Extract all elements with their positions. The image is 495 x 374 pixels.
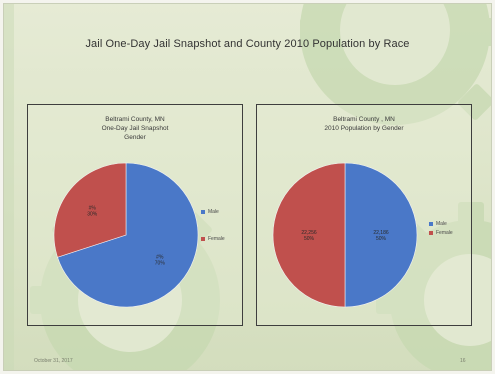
pie-slice-female — [53, 162, 127, 258]
pie-chart-svg: #% 70% #% 30% — [53, 162, 199, 308]
chart-title: Beltrami County , MN 2010 Population by … — [257, 115, 471, 133]
data-label: 50% — [304, 236, 315, 242]
chart-title-line: Beltrami County, MN — [105, 116, 165, 123]
pie-chart-svg: 22,186 50% 22,256 50% — [272, 162, 418, 308]
data-label: 30% — [87, 212, 98, 218]
pie-slice-female — [272, 162, 346, 308]
legend-label: Male — [208, 208, 219, 215]
legend-swatch — [201, 209, 205, 214]
jail-snapshot-gender-chart: Beltrami County, MN One-Day Jail Snapsho… — [27, 104, 243, 326]
legend-item-female: Female — [201, 234, 225, 243]
legend-label: Female — [208, 235, 225, 242]
slide-title: Jail One-Day Jail Snapshot and County 20… — [85, 38, 410, 50]
data-label: 22,256 — [301, 230, 317, 236]
data-label: 22,186 — [373, 230, 389, 236]
chart-title-line: Gender — [124, 134, 146, 141]
chart-title-line: One-Day Jail Snapshot — [101, 125, 169, 132]
chart-title-line: Beltrami County , MN — [333, 116, 395, 123]
page-number: 16 — [460, 358, 466, 364]
data-label: 70% — [155, 261, 166, 267]
legend-label: Male — [436, 220, 447, 227]
data-label: #% — [89, 206, 97, 212]
population-gender-chart: Beltrami County , MN 2010 Population by … — [256, 104, 472, 326]
legend-swatch — [429, 230, 433, 235]
chart-title-line: 2010 Population by Gender — [324, 125, 404, 132]
pie-slice-male — [57, 162, 199, 308]
chart-legend: Male Female — [429, 219, 453, 237]
data-label: #% — [156, 255, 164, 261]
legend-item-female: Female — [429, 228, 453, 237]
legend-swatch — [201, 236, 205, 241]
footer-date: October 31, 2017 — [34, 358, 73, 364]
legend-label: Female — [436, 229, 453, 236]
legend-swatch — [429, 221, 433, 226]
chart-legend: Male Female — [201, 207, 225, 261]
chart-title: Beltrami County, MN One-Day Jail Snapsho… — [28, 115, 242, 142]
pie-slice-male — [344, 162, 418, 308]
legend-item-male: Male — [429, 219, 453, 228]
legend-item-male: Male — [201, 207, 225, 216]
data-label: 50% — [376, 236, 387, 242]
